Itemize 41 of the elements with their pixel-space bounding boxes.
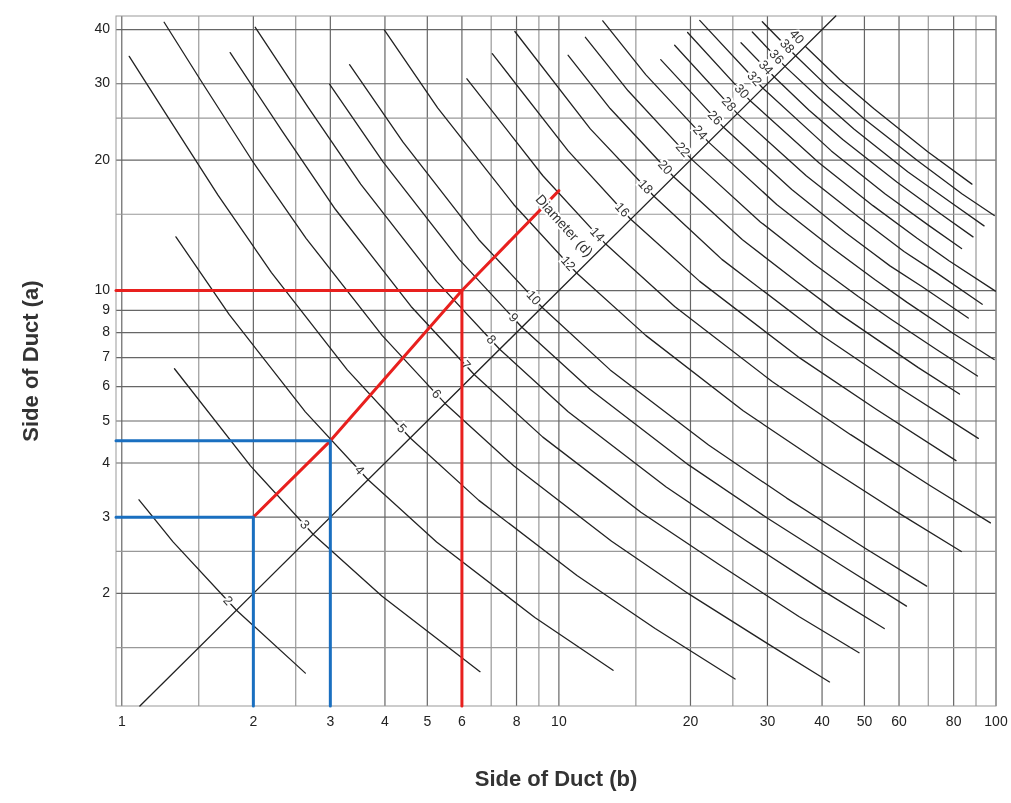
y-tick-label: 40 bbox=[94, 20, 111, 37]
y-tick-label: 20 bbox=[94, 150, 111, 167]
y-tick-label: 5 bbox=[102, 411, 111, 428]
x-tick-label: 2 bbox=[249, 713, 258, 729]
x-tick-label: 6 bbox=[458, 713, 467, 729]
x-tick-label: 20 bbox=[682, 713, 699, 729]
y-tick-label: 4 bbox=[102, 453, 111, 470]
x-tick-label: 4 bbox=[381, 713, 390, 729]
text: 18 bbox=[635, 176, 657, 197]
x-tick-label: 5 bbox=[423, 713, 432, 729]
text: 6 bbox=[428, 385, 445, 402]
text: 10 bbox=[523, 287, 545, 308]
text: 4 bbox=[351, 462, 368, 478]
y-tick-label: 3 bbox=[102, 507, 111, 524]
text: 2 bbox=[220, 592, 237, 609]
y-tick-label: 10 bbox=[94, 281, 111, 298]
y-axis-title: Side of Duct (a) bbox=[18, 280, 43, 442]
text: 8 bbox=[483, 331, 500, 348]
y-tick-label: 9 bbox=[102, 301, 111, 318]
y-tick-label: 8 bbox=[102, 323, 111, 340]
text: 3 bbox=[296, 516, 313, 533]
x-tick-label: 60 bbox=[891, 713, 908, 729]
text: 16 bbox=[612, 199, 633, 220]
text: 14 bbox=[587, 223, 608, 245]
x-tick-label: 30 bbox=[759, 713, 776, 729]
y-tick-label: 6 bbox=[102, 377, 111, 394]
x-tick-label: 1 bbox=[117, 713, 126, 729]
x-tick-label: 40 bbox=[814, 713, 831, 729]
x-tick-label: 10 bbox=[551, 713, 567, 729]
text: 9 bbox=[505, 309, 522, 326]
y-tick-label: 7 bbox=[102, 348, 111, 365]
x-tick-label: 8 bbox=[512, 713, 521, 729]
y-tick-label: 30 bbox=[94, 74, 111, 91]
x-tick-label: 80 bbox=[945, 713, 962, 729]
y-tick-label: 2 bbox=[102, 584, 111, 601]
x-axis-title: Side of Duct (b) bbox=[474, 766, 638, 791]
text: 5 bbox=[394, 420, 411, 436]
x-tick-label: 3 bbox=[326, 713, 335, 729]
text: 12 bbox=[558, 252, 579, 274]
x-tick-label: 100 bbox=[984, 713, 1008, 729]
x-tick-label: 50 bbox=[856, 713, 873, 729]
